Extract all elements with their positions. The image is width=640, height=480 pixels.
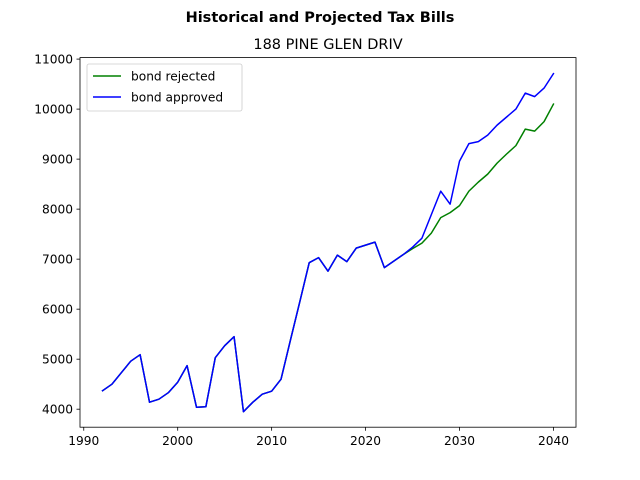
legend-box bbox=[86, 63, 243, 112]
legend: bond rejected bond approved bbox=[86, 63, 243, 112]
axis-layer: 1990 2000 2010 2020 2030 2040 4000 5000 6000 7000… bbox=[34, 52, 569, 448]
y-tick-label: 8000 bbox=[42, 202, 73, 216]
legend-label-bond-rejected: bond rejected bbox=[131, 70, 215, 84]
x-tick-label: 2010 bbox=[256, 434, 287, 448]
chart-title: Historical and Projected Tax Bills bbox=[186, 10, 455, 26]
y-tick-label: 11000 bbox=[34, 52, 73, 66]
x-tick-label: 2030 bbox=[444, 434, 475, 448]
y-tick-label: 10000 bbox=[34, 102, 73, 116]
series-line-1 bbox=[101, 72, 555, 413]
x-tick-label: 2040 bbox=[538, 434, 569, 448]
y-tick-label: 9000 bbox=[42, 152, 73, 166]
x-tick-label: 2020 bbox=[350, 434, 381, 448]
series-layer bbox=[101, 72, 555, 413]
y-tick-label: 6000 bbox=[42, 302, 73, 316]
series-line-0 bbox=[101, 103, 555, 413]
y-tick-label: 7000 bbox=[42, 252, 73, 266]
x-tick-label: 2000 bbox=[162, 434, 193, 448]
y-tick-label: 5000 bbox=[42, 352, 73, 366]
y-tick-label: 4000 bbox=[42, 402, 73, 416]
chart-subtitle: 188 PINE GLEN DRIV bbox=[253, 37, 402, 53]
legend-label-bond-approved: bond approved bbox=[131, 91, 223, 105]
plot-frame bbox=[79, 57, 577, 428]
x-tick-label: 1990 bbox=[68, 434, 99, 448]
